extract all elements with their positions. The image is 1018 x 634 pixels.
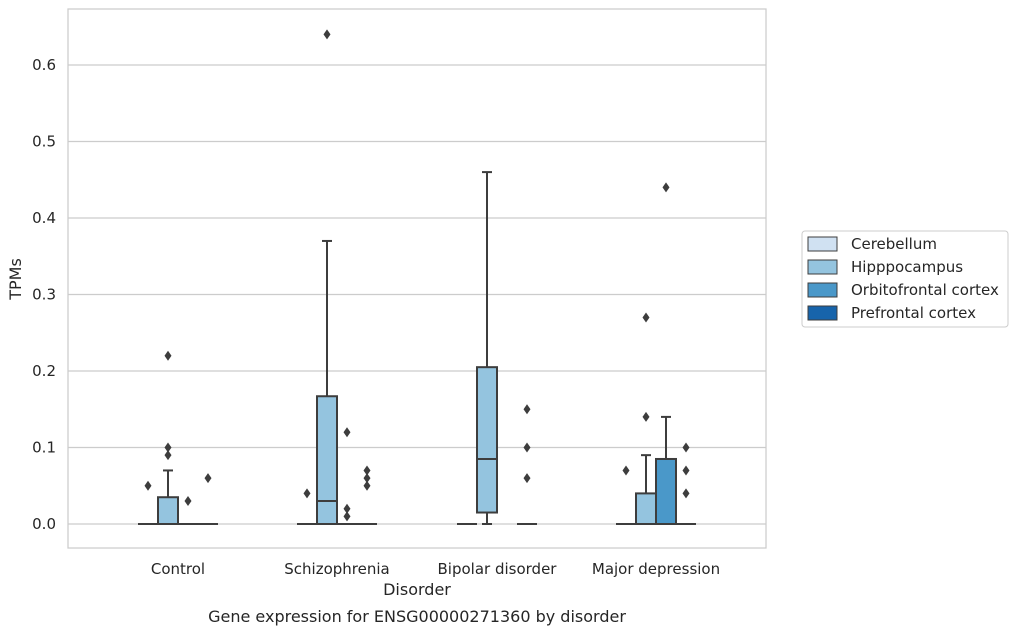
box-2-1 [337, 427, 357, 525]
outlier-point [622, 465, 630, 476]
box-0-1 [297, 488, 317, 525]
box-body [635, 492, 657, 525]
outlier-point [164, 350, 172, 361]
outlier-point [682, 442, 690, 453]
x-tick-label: Control [151, 560, 205, 578]
box-3-0 [198, 473, 218, 525]
outlier-point [523, 473, 531, 484]
box-body [157, 496, 179, 526]
legend-label: Prefrontal cortex [851, 304, 976, 322]
outlier-point [642, 312, 650, 323]
legend-label: Hipppocampus [851, 258, 963, 276]
box-2-0 [178, 496, 198, 525]
box-1-3 [635, 312, 657, 525]
outlier-point [363, 465, 371, 476]
legend-label: Cerebellum [851, 235, 937, 253]
outlier-point [682, 488, 690, 499]
box-0-3 [616, 465, 636, 525]
box-body [316, 395, 338, 525]
outlier-point [144, 480, 152, 491]
box-3-1 [357, 465, 377, 525]
outlier-point [363, 473, 371, 484]
legend: Cerebellum Hipppocampus Orbitofrontal cort… [801, 230, 1009, 328]
x-tick-label: Major depression [592, 560, 720, 578]
legend-swatch [807, 236, 838, 252]
y-tick-label: 0.3 [32, 286, 56, 304]
box-0-0 [138, 480, 158, 525]
x-tick-label: Schizophrenia [284, 560, 389, 578]
legend-label: Orbitofrontal cortex [851, 281, 999, 299]
box-series [138, 29, 696, 526]
y-tick-label: 0.6 [32, 56, 56, 74]
plot-frame [67, 8, 767, 549]
box-3-3 [676, 442, 696, 525]
outlier-point [343, 427, 351, 438]
outlier-point [323, 29, 331, 40]
box-3-2 [517, 404, 537, 525]
outlier-point [662, 182, 670, 193]
legend-swatch [807, 259, 838, 275]
box-1-2 [476, 171, 498, 525]
outlier-point [184, 496, 192, 507]
x-tick-labels: Control Schizophrenia Bipolar disorder Majo… [151, 560, 720, 578]
legend-frame [801, 230, 1009, 328]
y-tick-label: 0.2 [32, 362, 56, 380]
outlier-point [164, 442, 172, 453]
legend-swatch [807, 282, 838, 298]
box-2-3 [655, 182, 677, 526]
box-body [476, 366, 498, 514]
box-1-0 [157, 350, 179, 526]
outlier-point [523, 442, 531, 453]
outlier-point [303, 488, 311, 499]
y-tick-label: 0.0 [32, 515, 56, 533]
outlier-point [343, 503, 351, 514]
y-tick-label: 0.1 [32, 439, 56, 457]
legend-swatch [807, 305, 838, 321]
chart-caption: Gene expression for ENSG00000271360 by d… [208, 607, 626, 626]
x-tick-label: Bipolar disorder [438, 560, 558, 578]
box-1-1 [316, 29, 338, 525]
x-axis-title: Disorder [383, 580, 451, 599]
y-tick-label: 0.4 [32, 209, 56, 227]
outlier-point [682, 465, 690, 476]
y-tick-label: 0.5 [32, 133, 56, 151]
outlier-point [642, 411, 650, 422]
y-axis-title: TPMs [6, 258, 25, 301]
plot-background [68, 9, 766, 548]
outlier-point [523, 404, 531, 415]
outlier-point [204, 473, 212, 484]
outlier-point [363, 480, 371, 491]
y-tick-labels: 0.0 0.1 0.2 0.3 0.4 0.5 0.6 [32, 56, 56, 533]
outlier-point [164, 450, 172, 461]
box-body [655, 457, 677, 526]
outlier-point [343, 511, 351, 522]
